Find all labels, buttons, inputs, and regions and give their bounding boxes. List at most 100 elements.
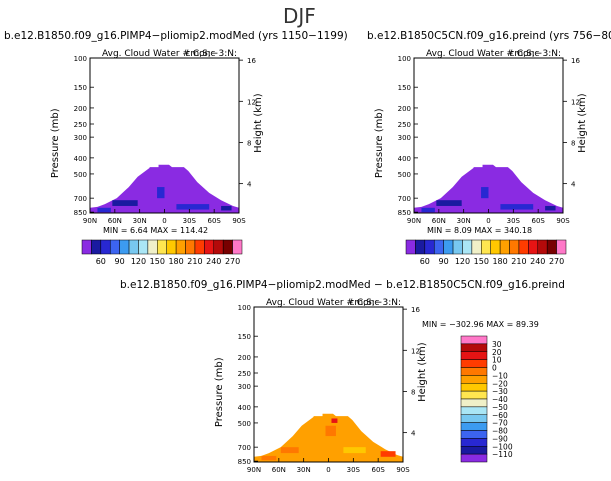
panel-3-title: b.e12.B1850.f09_g16.PIMP4−pliomip2.modMe… (120, 279, 565, 291)
lat-tick-label: 60S (371, 466, 385, 474)
colorbar-swatch (213, 239, 224, 255)
pressure-tick-label: 200 (398, 105, 411, 113)
pressure-tick-label: 300 (398, 134, 411, 142)
colorbar-label: 150 (150, 257, 165, 266)
pressure-tick-label: 700 (398, 195, 411, 203)
colorbar-swatch (460, 351, 488, 360)
height-tick-label: 4 (247, 181, 252, 189)
colorbar-label: −70 (492, 419, 508, 428)
pressure-tick-label: 100 (398, 55, 411, 63)
panel-2-title: b.e12.B1850C5CN.f09_g16.preind (yrs 756−… (367, 30, 611, 42)
colorbar-panel-2: 60 90 120 150 180 210 240 270 (405, 239, 567, 266)
panel-subtitle: Avg. Cloud Water # Conc (266, 298, 379, 308)
pressure-tick-label: 850 (238, 458, 251, 466)
lat-tick-label: 30S (347, 466, 361, 474)
height-tick-label: 8 (247, 139, 251, 147)
panel-units: cm;S;−3:N: (349, 298, 401, 308)
colorbar-swatch (460, 398, 488, 408)
colorbar-label: 270 (549, 257, 564, 266)
lat-tick-label: 90N (83, 217, 97, 225)
colorbar-swatch (546, 239, 557, 255)
panel-units: cm;S;−3:N: (185, 49, 237, 59)
lat-tick-label: 30S (183, 217, 197, 225)
field-patch (331, 418, 338, 423)
colorbar-swatch (518, 239, 529, 255)
colorbar-swatch (460, 453, 488, 463)
colorbar-panel-1: 60 90 120 150 180 210 240 270 (81, 239, 243, 266)
pressure-tick-label: 700 (238, 444, 251, 452)
lat-tick-label: 90N (407, 217, 421, 225)
panel-3-stats: MIN = −302.96 MAX = 89.39 (422, 320, 539, 329)
colorbar-swatch (460, 390, 488, 400)
colorbar-label: 240 (206, 257, 221, 266)
height-tick-label: 8 (411, 388, 415, 396)
colorbar-swatch (433, 239, 444, 255)
pressure-tick-label: 250 (398, 121, 411, 129)
colorbar-swatch (222, 239, 233, 255)
colorbar-swatch (556, 239, 567, 255)
colorbar-swatch (460, 406, 488, 415)
colorbar-label: −30 (492, 387, 508, 396)
panel-subtitle: Avg. Cloud Water # Conc (102, 49, 215, 59)
pressure-tick-label: 850 (398, 209, 411, 217)
lat-tick-label: 60S (207, 217, 221, 225)
field-patch (261, 455, 277, 461)
colorbar-swatch (460, 359, 488, 368)
colorbar-label: −10 (492, 371, 508, 380)
colorbar-swatch (490, 239, 501, 255)
pressure-tick-label: 150 (238, 333, 251, 341)
height-tick-label: 16 (571, 57, 580, 65)
pressure-tick-label: 300 (238, 383, 251, 391)
colorbar-swatch (147, 239, 158, 255)
colorbar-swatch (157, 239, 167, 255)
height-tick-label: 4 (571, 181, 576, 189)
colorbar-swatch (424, 239, 435, 255)
pressure-tick-label: 400 (238, 404, 251, 412)
colorbar-label: 210 (511, 257, 526, 266)
pressure-tick-label: 500 (398, 171, 411, 179)
field-patch (421, 207, 435, 213)
colorbar-swatch (499, 239, 510, 255)
pressure-tick-label: 150 (398, 84, 411, 92)
pressure-tick-label: 500 (74, 171, 87, 179)
field-patch (176, 204, 210, 210)
colorbar-swatch (194, 239, 205, 255)
panel-subtitle: Avg. Cloud Water # Conc (426, 49, 539, 59)
colorbar-label: −100 (492, 442, 513, 451)
colorbar-swatch (175, 239, 186, 255)
pressure-tick-label: 500 (238, 420, 251, 428)
lat-tick-label: 0 (162, 217, 166, 225)
field-patch (280, 447, 299, 454)
colorbar-label: 180 (492, 257, 507, 266)
pressure-tick-label: 200 (74, 105, 87, 113)
y-axis-title-right: Height (km) (253, 93, 264, 153)
pressure-tick-label: 150 (74, 84, 87, 92)
season-title: DJF (283, 4, 316, 28)
colorbar-label: 90 (439, 257, 449, 266)
colorbar-swatch (460, 438, 488, 447)
field-patch (157, 187, 165, 199)
field-patch (481, 187, 489, 199)
colorbar-swatch (460, 335, 488, 345)
colorbar-label: 60 (96, 257, 106, 266)
height-tick-label: 12 (247, 98, 256, 106)
colorbar-label: 10 (492, 356, 502, 365)
lat-tick-label: 30N (133, 217, 147, 225)
colorbar-label: −40 (492, 395, 508, 404)
height-tick-label: 16 (411, 306, 420, 314)
lat-tick-label: 90N (247, 466, 261, 474)
colorbar-label: 150 (474, 257, 489, 266)
pressure-tick-label: 400 (74, 155, 87, 163)
height-tick-label: 12 (411, 347, 420, 355)
field-patch (500, 204, 534, 210)
field-patch (545, 205, 556, 211)
pressure-tick-label: 700 (74, 195, 87, 203)
colorbar-label: 60 (420, 257, 430, 266)
colorbar-label: 180 (168, 257, 183, 266)
panel-1-stats: MIN = 6.64 MAX = 114.42 (103, 226, 209, 235)
y-axis-title-left: Pressure (mb) (374, 108, 385, 178)
colorbar-label: 120 (131, 257, 146, 266)
colorbar-swatch (471, 239, 482, 255)
colorbar-swatch (443, 239, 454, 255)
